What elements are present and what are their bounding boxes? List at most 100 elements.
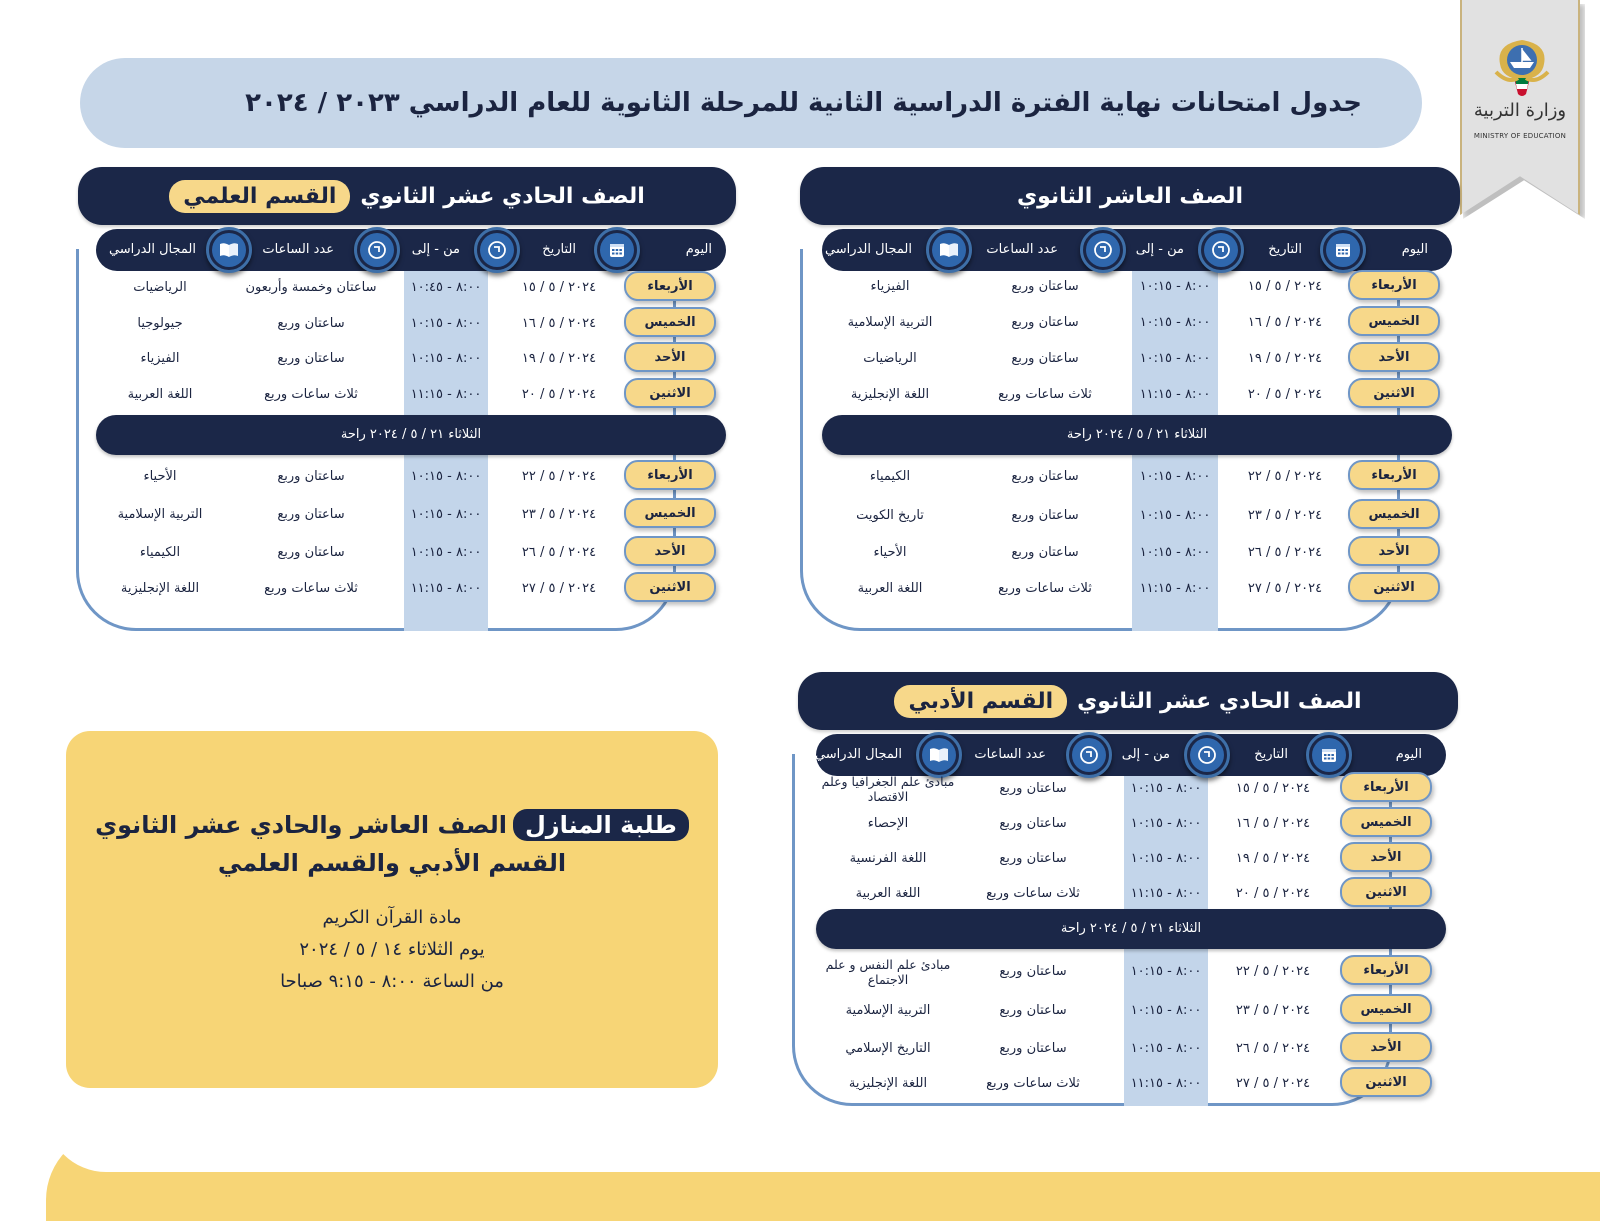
- hours-cell: ساعتان وربع: [1011, 279, 1079, 294]
- date-cell: ٢٠٢٤ / ٥ / ٢٠: [1247, 387, 1323, 402]
- subject-cell: اللغة الفرنسية: [849, 851, 927, 866]
- time-cell: ٨:٠٠ - ١٠:١٥: [1130, 964, 1202, 979]
- date-cell: ٢٠٢٤ / ٥ / ١٦: [1247, 315, 1323, 330]
- table-row: الاثنين ٢٠٢٤ / ٥ / ٢٧ ٨:٠٠ - ١١:١٥ ثلاث …: [76, 572, 736, 606]
- time-cell: ٨:٠٠ - ١١:١٥: [410, 387, 482, 402]
- subject-cell: الرياضيات: [133, 280, 187, 295]
- time-cell: ٨:٠٠ - ١٠:١٥: [1139, 315, 1211, 330]
- date-cell: ٢٠٢٤ / ٥ / ٢٧: [521, 581, 597, 596]
- subject-cell: التاريخ الإسلامي: [845, 1041, 931, 1056]
- table-row: الأربعاء ٢٠٢٤ / ٥ / ١٥ ٨:٠٠ - ١٠:٤٥ ساعت…: [76, 271, 736, 305]
- table-grade11-literary: الصف الحادي عشر الثانوي القسم الأدبي الي…: [792, 672, 1458, 1112]
- time-cell: ٨:٠٠ - ١٠:١٥: [1139, 508, 1211, 523]
- hours-cell: ساعتان وربع: [999, 816, 1067, 831]
- col-date: التاريخ: [542, 242, 576, 257]
- hours-cell: ساعتان وربع: [999, 1041, 1067, 1056]
- table-title: الصف الحادي عشر الثانوي: [360, 183, 645, 209]
- date-cell: ٢٠٢٤ / ٥ / ٢٦: [1235, 1041, 1311, 1056]
- time-cell: ٨:٠٠ - ١١:١٥: [1139, 387, 1211, 402]
- hours-cell: ساعتان وربع: [277, 507, 345, 522]
- col-time: من - إلى: [1121, 747, 1170, 762]
- hours-cell: ثلاث ساعات وربع: [264, 387, 358, 402]
- column-header-bar: اليوم التاريخ من - إلى عدد الساعات المجا…: [822, 227, 1452, 273]
- time-cell: ٨:٠٠ - ١٠:١٥: [410, 545, 482, 560]
- table-row: الأحد ٢٠٢٤ / ٥ / ٢٦ ٨:٠٠ - ١٠:١٥ ساعتان …: [798, 1032, 1458, 1066]
- subject-cell: اللغة العربية: [127, 387, 193, 402]
- clock-icon: [474, 227, 520, 273]
- col-subject: المجال الدراسي: [814, 747, 902, 762]
- column-header-bar: اليوم التاريخ من - إلى عدد الساعات المجا…: [96, 227, 726, 273]
- time-cell: ٨:٠٠ - ١٠:١٥: [1139, 351, 1211, 366]
- table-grade10: الصف العاشر الثانوي اليوم التاريخ من - إ…: [800, 167, 1460, 637]
- clock-icon: [354, 227, 400, 273]
- home-students-time: من الساعة ٨:٠٠ - ٩:١٥ صباحا: [280, 971, 504, 992]
- subject-cell: تاريخ الكويت: [856, 508, 924, 523]
- day-pill: الاثنين: [1340, 1067, 1432, 1097]
- column-header-bar: اليوم التاريخ من - إلى عدد الساعات المجا…: [814, 732, 1446, 778]
- home-students-box: طلبة المنازل الصف العاشر والحادي عشر الث…: [66, 731, 718, 1088]
- day-pill: الأربعاء: [1340, 772, 1432, 802]
- date-cell: ٢٠٢٤ / ٥ / ٢٠: [521, 387, 597, 402]
- date-cell: ٢٠٢٤ / ٥ / ٢٢: [1235, 964, 1311, 979]
- ministry-logo: وزارة التربية MINISTRY OF EDUCATION: [1460, 0, 1580, 215]
- hours-cell: ساعتان وخمسة وأربعون: [245, 280, 377, 295]
- subject-cell: اللغة الإنجليزية: [120, 581, 200, 596]
- kuwait-emblem-icon: [1494, 40, 1550, 96]
- time-cell: ٨:٠٠ - ١٠:١٥: [1139, 469, 1211, 484]
- day-pill: الخميس: [624, 498, 716, 528]
- table-row: الخميس ٢٠٢٤ / ٥ / ٢٣ ٨:٠٠ - ١٠:١٥ ساعتان…: [800, 499, 1460, 533]
- date-cell: ٢٠٢٤ / ٥ / ٢٣: [1247, 508, 1323, 523]
- date-cell: ٢٠٢٤ / ٥ / ١٩: [521, 351, 597, 366]
- table-row: الأحد ٢٠٢٤ / ٥ / ٢٦ ٨:٠٠ - ١٠:١٥ ساعتان …: [800, 536, 1460, 570]
- hours-cell: ساعتان وربع: [277, 469, 345, 484]
- table-header: الصف العاشر الثانوي: [800, 167, 1460, 225]
- hours-cell: ساعتان وربع: [1011, 315, 1079, 330]
- subject-cell: مبادئ علم الجغرافيا وعلم الاقتصاد: [821, 774, 955, 804]
- bottom-band-cutout: [46, 1110, 1600, 1172]
- table-row: الأحد ٢٠٢٤ / ٥ / ٢٦ ٨:٠٠ - ١٠:١٥ ساعتان …: [76, 536, 736, 570]
- table-row: الاثنين ٢٠٢٤ / ٥ / ٢٠ ٨:٠٠ - ١١:١٥ ثلاث …: [76, 378, 736, 412]
- time-cell: ٨:٠٠ - ١٠:١٥: [410, 351, 482, 366]
- date-cell: ٢٠٢٤ / ٥ / ١٥: [1235, 781, 1311, 796]
- hours-cell: ثلاث ساعات وربع: [998, 387, 1092, 402]
- book-icon: [206, 227, 252, 273]
- time-cell: ٨:٠٠ - ١٠:١٥: [1130, 1041, 1202, 1056]
- time-cell: ٨:٠٠ - ١٠:١٥: [1130, 816, 1202, 831]
- ministry-name-en: MINISTRY OF EDUCATION: [1473, 132, 1567, 140]
- time-cell: ٨:٠٠ - ١١:١٥: [1139, 581, 1211, 596]
- col-subject: المجال الدراسي: [108, 242, 196, 257]
- section-pill: القسم العلمي: [169, 179, 351, 213]
- rest-day-bar: الثلاثاء ٢١ / ٥ / ٢٠٢٤ راحة: [822, 415, 1452, 455]
- table-row: الأحد ٢٠٢٤ / ٥ / ١٩ ٨:٠٠ - ١٠:١٥ ساعتان …: [76, 342, 736, 376]
- hours-cell: ثلاث ساعات وربع: [986, 1076, 1080, 1091]
- col-day: اليوم: [1395, 747, 1422, 762]
- time-cell: ٨:٠٠ - ١٠:١٥: [1139, 279, 1211, 294]
- time-cell: ٨:٠٠ - ١١:١٥: [410, 581, 482, 596]
- date-cell: ٢٠٢٤ / ٥ / ١٥: [521, 280, 597, 295]
- table-header: الصف الحادي عشر الثانوي القسم الأدبي: [798, 672, 1458, 730]
- table-row: الأربعاء ٢٠٢٤ / ٥ / ١٥ ٨:٠٠ - ١٠:١٥ ساعت…: [798, 772, 1458, 806]
- day-pill: الاثنين: [624, 572, 716, 602]
- col-subject: المجال الدراسي: [824, 242, 912, 257]
- date-cell: ٢٠٢٤ / ٥ / ٢٢: [1247, 469, 1323, 484]
- date-cell: ٢٠٢٤ / ٥ / ١٦: [521, 316, 597, 331]
- day-pill: الأربعاء: [624, 271, 716, 301]
- col-date: التاريخ: [1254, 747, 1288, 762]
- section-pill: القسم الأدبي: [894, 684, 1068, 718]
- title-banner: جدول امتحانات نهاية الفترة الدراسية الثا…: [80, 58, 1422, 148]
- hours-cell: ساعتان وربع: [999, 1003, 1067, 1018]
- time-cell: ٨:٠٠ - ١٠:١٥: [410, 507, 482, 522]
- date-cell: ٢٠٢٤ / ٥ / ٢٦: [521, 545, 597, 560]
- subject-cell: التربية الإسلامية: [845, 1003, 931, 1018]
- day-pill: الأحد: [1340, 842, 1432, 872]
- col-date: التاريخ: [1268, 242, 1302, 257]
- home-students-pill: طلبة المنازل: [512, 809, 689, 841]
- hours-cell: ثلاث ساعات وربع: [264, 581, 358, 596]
- table-title: الصف الحادي عشر الثانوي: [1077, 688, 1362, 714]
- time-cell: ٨:٠٠ - ١١:١٥: [1130, 886, 1202, 901]
- day-pill: الاثنين: [1348, 378, 1440, 408]
- home-students-heading: طلبة المنازل الصف العاشر والحادي عشر الث…: [66, 809, 718, 841]
- day-pill: الأربعاء: [1340, 955, 1432, 985]
- subject-cell: الأحياء: [143, 469, 177, 484]
- table-row: الأربعاء ٢٠٢٤ / ٥ / ٢٢ ٨:٠٠ - ١٠:١٥ ساعت…: [76, 460, 736, 494]
